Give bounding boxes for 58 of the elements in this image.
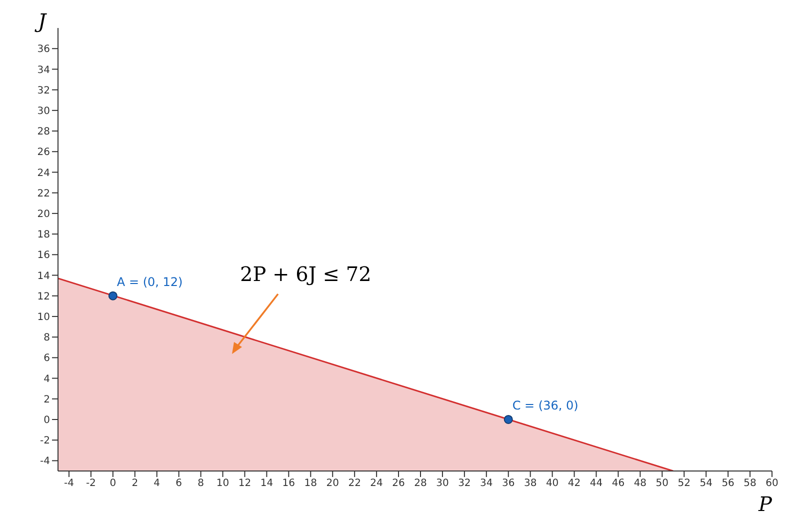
x-tick-label: 34 (480, 478, 493, 490)
y-tick-label: 26 (37, 147, 50, 158)
y-tick-label: 22 (37, 188, 50, 200)
y-tick-label: 2 (44, 394, 50, 406)
x-tick-label: 26 (392, 478, 405, 490)
x-tick-label: 48 (634, 478, 647, 490)
y-tick-label: 28 (37, 126, 50, 138)
y-tick-label: 8 (44, 332, 50, 344)
y-tick-label: 20 (37, 208, 50, 220)
x-tick-label: 30 (436, 478, 449, 490)
y-tick-label: -4 (40, 456, 50, 468)
x-tick-label: 50 (656, 478, 669, 490)
y-tick-label: 16 (37, 250, 50, 262)
y-tick-label: 18 (37, 230, 50, 241)
y-tick-label: 30 (37, 106, 50, 117)
x-tick-label: 36 (502, 478, 515, 490)
x-tick-label: 14 (260, 478, 274, 490)
x-tick-label: 8 (198, 478, 204, 490)
x-tick-label: 32 (458, 478, 471, 490)
y-tick-label: 32 (37, 85, 50, 96)
x-tick-label: 20 (326, 478, 339, 490)
x-tick-label: 22 (348, 478, 361, 490)
x-tick-label: 28 (414, 478, 427, 490)
x-tick-label: 38 (524, 478, 537, 490)
annotation: A = (0, 12) (116, 274, 183, 289)
annotation: 2P + 6J ≤ 72 (240, 262, 372, 286)
x-tick-label: 12 (238, 478, 252, 490)
y-tick-label: 10 (37, 312, 50, 324)
x-tick-label: 16 (282, 478, 296, 490)
x-tick-label: 0 (110, 478, 116, 490)
x-tick-label: 52 (678, 478, 690, 490)
y-tick-label: 36 (37, 44, 50, 56)
annotation: C = (36, 0) (512, 398, 578, 412)
y-tick-label: 14 (37, 270, 50, 282)
x-tick-label: 40 (546, 478, 559, 490)
x-tick-label: 10 (216, 478, 230, 490)
y-tick-label: 0 (44, 415, 50, 426)
x-tick-label: 6 (176, 478, 182, 490)
x-tick-label: 54 (700, 478, 712, 490)
y-tick-label: -2 (40, 436, 50, 447)
x-tick-label: 56 (722, 478, 734, 490)
x-tick-label: 58 (744, 478, 756, 490)
x-tick-label: 18 (304, 478, 318, 490)
y-tick-label: 24 (37, 168, 50, 179)
y-tick-label: 6 (44, 353, 50, 364)
y-tick-label: 34 (37, 64, 50, 76)
x-tick-label: -4 (64, 478, 74, 490)
y-tick-label: 4 (44, 374, 50, 385)
x-tick-label: 24 (370, 478, 383, 490)
x-tick-label: 2 (132, 478, 138, 490)
x-tick-label: 46 (612, 478, 625, 490)
x-tick-label: 42 (568, 478, 581, 490)
x-axis-title: P (758, 492, 773, 516)
x-tick-label: -2 (86, 478, 96, 490)
x-tick-label: 44 (590, 478, 603, 490)
x-tick-label: 4 (154, 478, 160, 490)
x-tick-label: 60 (766, 478, 778, 490)
y-tick-label: 12 (37, 291, 50, 302)
